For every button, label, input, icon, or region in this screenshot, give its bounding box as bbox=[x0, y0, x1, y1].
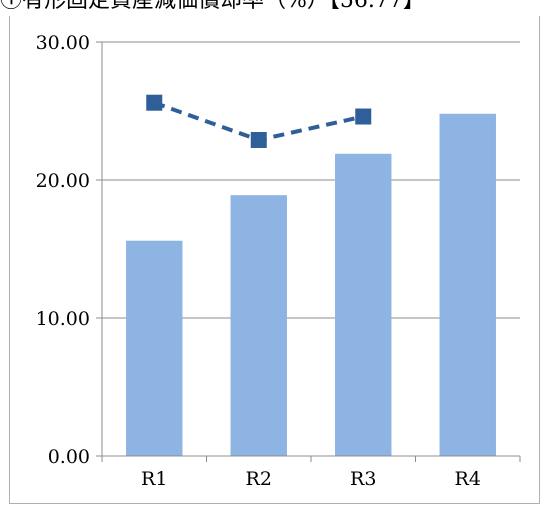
line-marker bbox=[355, 108, 372, 125]
bar bbox=[126, 240, 183, 456]
tick-labels: 0.00 10.00 20.00 30.00 R1 R2 R3 R4 bbox=[36, 32, 481, 490]
bar-series bbox=[126, 113, 496, 456]
x-tick-label: R3 bbox=[350, 468, 376, 490]
line-marker bbox=[250, 131, 267, 148]
chart-title: ①有形固定資産減価償却率（%）【56.77】 bbox=[0, 0, 425, 13]
bar bbox=[335, 153, 392, 456]
y-tick-label: 20.00 bbox=[36, 170, 90, 192]
x-tick-label: R4 bbox=[455, 468, 481, 490]
bar bbox=[439, 113, 496, 456]
y-tick-label: 10.00 bbox=[36, 308, 90, 330]
line-marker bbox=[146, 94, 163, 111]
y-tick-label: 30.00 bbox=[36, 32, 90, 54]
line-series bbox=[146, 94, 372, 148]
chart-frame bbox=[9, 16, 540, 504]
x-tick-label: R2 bbox=[246, 468, 272, 490]
bar bbox=[230, 195, 287, 456]
y-tick-label: 0.00 bbox=[48, 446, 90, 468]
axes bbox=[96, 41, 521, 462]
x-tick-label: R1 bbox=[141, 468, 167, 490]
